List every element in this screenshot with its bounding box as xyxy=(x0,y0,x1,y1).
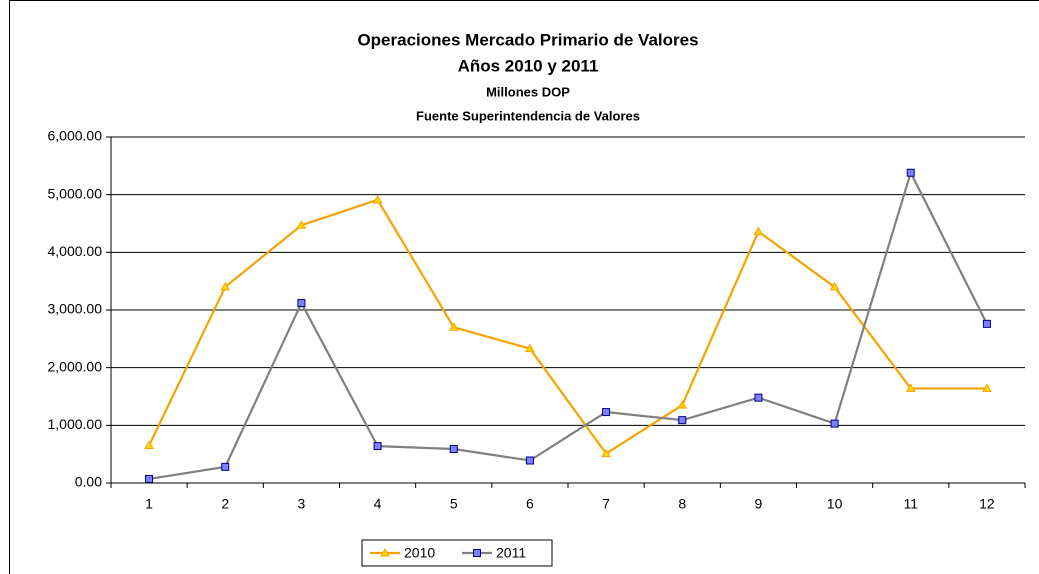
legend-marker xyxy=(380,547,390,557)
point xyxy=(297,299,306,308)
x-tick-label: 12 xyxy=(979,496,995,512)
series-line xyxy=(148,198,987,456)
point xyxy=(448,322,459,331)
point xyxy=(144,440,154,450)
point xyxy=(678,416,687,425)
point xyxy=(602,408,611,417)
x-tick-label: 11 xyxy=(903,496,918,512)
x-tick-label: 1 xyxy=(145,496,153,512)
chart-note: Fuente Superintendencia de Valores xyxy=(416,108,640,123)
point xyxy=(830,419,839,428)
legend-label: 2010 xyxy=(404,545,435,561)
y-tick-label: 0.00 xyxy=(75,474,102,490)
point xyxy=(906,168,915,177)
point xyxy=(982,319,991,328)
point xyxy=(449,444,458,453)
y-tick-label: 6,000.00 xyxy=(48,128,103,144)
y-tick-label: 5,000.00 xyxy=(48,185,103,201)
point xyxy=(525,343,535,353)
point xyxy=(145,474,154,483)
y-tick-label: 3,000.00 xyxy=(48,301,103,317)
point xyxy=(677,400,688,409)
chart-subtitle: Años 2010 y 2011 xyxy=(458,56,599,75)
point xyxy=(829,281,840,291)
x-tick-label: 2 xyxy=(221,496,229,512)
legend-label: 2011 xyxy=(496,545,526,561)
legend-marker xyxy=(473,549,481,557)
x-tick-label: 6 xyxy=(526,496,534,512)
point xyxy=(373,442,382,451)
point xyxy=(753,226,764,236)
y-tick-label: 1,000.00 xyxy=(48,416,103,432)
x-tick-label: 3 xyxy=(298,496,306,512)
point xyxy=(296,220,307,229)
x-tick-label: 8 xyxy=(678,496,686,512)
x-tick-label: 10 xyxy=(827,496,843,512)
point xyxy=(982,383,992,392)
x-tick-label: 4 xyxy=(374,496,382,512)
point xyxy=(754,393,763,402)
point xyxy=(372,194,383,204)
point xyxy=(601,448,611,458)
point xyxy=(525,456,534,465)
chart-title: Operaciones Mercado Primario de Valores xyxy=(357,30,698,49)
point xyxy=(221,462,230,471)
y-tick-label: 4,000.00 xyxy=(48,243,103,259)
y-tick-label: 2,000.00 xyxy=(48,358,103,374)
x-tick-label: 9 xyxy=(755,496,763,512)
chart-frame xyxy=(9,0,1039,574)
x-tick-label: 7 xyxy=(602,496,610,512)
chart-note: Millones DOP xyxy=(486,84,570,99)
series-line xyxy=(148,169,988,481)
x-tick-label: 5 xyxy=(450,496,458,512)
point xyxy=(220,281,231,291)
point xyxy=(905,383,916,392)
